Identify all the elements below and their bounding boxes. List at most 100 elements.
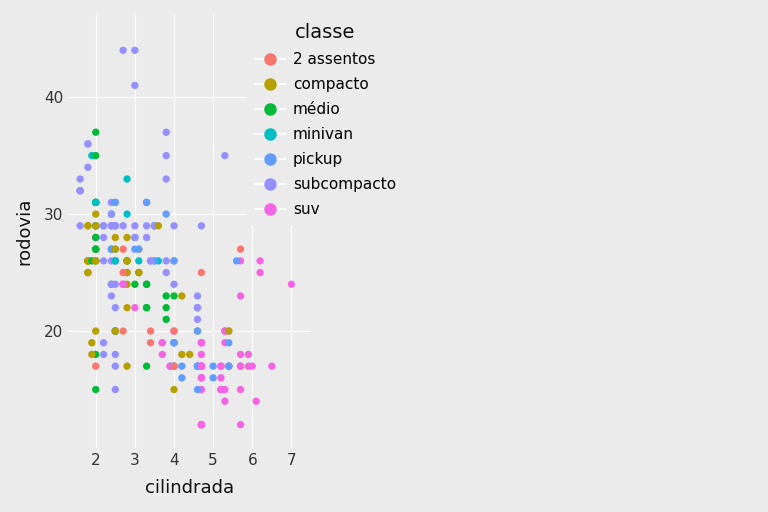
Point	[207, 374, 220, 382]
Point	[109, 257, 121, 265]
Point	[129, 280, 141, 288]
Point	[195, 362, 207, 370]
Point	[121, 257, 133, 265]
Point	[81, 222, 94, 230]
Point	[195, 362, 207, 370]
Point	[133, 268, 145, 276]
Point	[81, 163, 94, 172]
Point	[223, 362, 235, 370]
Point	[176, 350, 188, 358]
Point	[86, 257, 98, 265]
Point	[81, 257, 94, 265]
Point	[195, 374, 207, 382]
Point	[121, 362, 133, 370]
Point	[156, 338, 168, 347]
Point	[191, 327, 204, 335]
Point	[86, 350, 98, 358]
Point	[152, 222, 164, 230]
Point	[184, 350, 196, 358]
Point	[176, 292, 188, 300]
Point	[109, 350, 121, 358]
Point	[109, 327, 121, 335]
Point	[207, 362, 220, 370]
Point	[105, 245, 118, 253]
Point	[86, 152, 98, 160]
Point	[133, 268, 145, 276]
Point	[105, 245, 118, 253]
Point	[195, 338, 207, 347]
Point	[133, 245, 145, 253]
Point	[90, 222, 102, 230]
Point	[105, 257, 118, 265]
Point	[195, 362, 207, 370]
Point	[109, 327, 121, 335]
Point	[90, 233, 102, 242]
Point	[219, 397, 231, 406]
Point	[105, 198, 118, 206]
Point	[90, 327, 102, 335]
Point	[129, 222, 141, 230]
Point	[117, 222, 129, 230]
Point	[215, 386, 227, 394]
Point	[144, 257, 157, 265]
Point	[164, 362, 176, 370]
Point	[117, 327, 129, 335]
Point	[195, 386, 207, 394]
Point	[285, 280, 297, 288]
Point	[74, 222, 86, 230]
Point	[223, 362, 235, 370]
Point	[90, 257, 102, 265]
Point	[148, 257, 161, 265]
Point	[121, 257, 133, 265]
Point	[195, 420, 207, 429]
Point	[195, 338, 207, 347]
Point	[98, 222, 110, 230]
Point	[74, 186, 86, 195]
Point	[148, 257, 161, 265]
Point	[160, 304, 172, 312]
Point	[129, 245, 141, 253]
Point	[90, 257, 102, 265]
Point	[109, 198, 121, 206]
Point	[195, 338, 207, 347]
Point	[160, 210, 172, 218]
Point	[215, 362, 227, 370]
Point	[195, 420, 207, 429]
Point	[109, 362, 121, 370]
Point	[160, 257, 172, 265]
Point	[90, 198, 102, 206]
Point	[74, 186, 86, 195]
Point	[234, 257, 247, 265]
Point	[168, 280, 180, 288]
Point	[160, 315, 172, 324]
Point	[148, 222, 161, 230]
Point	[141, 362, 153, 370]
Point	[90, 257, 102, 265]
Point	[191, 362, 204, 370]
Point	[191, 362, 204, 370]
Point	[117, 245, 129, 253]
Point	[195, 268, 207, 276]
Point	[168, 338, 180, 347]
Point	[219, 152, 231, 160]
Point	[129, 81, 141, 90]
Point	[195, 222, 207, 230]
Point	[117, 280, 129, 288]
Y-axis label: rodovia: rodovia	[15, 198, 33, 265]
Point	[254, 268, 266, 276]
Point	[90, 233, 102, 242]
Point	[90, 362, 102, 370]
Point	[215, 386, 227, 394]
Point	[109, 222, 121, 230]
Point	[109, 257, 121, 265]
Point	[152, 257, 164, 265]
Point	[90, 257, 102, 265]
Point	[121, 280, 133, 288]
Point	[105, 280, 118, 288]
Point	[90, 198, 102, 206]
Point	[90, 152, 102, 160]
Point	[141, 198, 153, 206]
Point	[109, 327, 121, 335]
Point	[98, 350, 110, 358]
Point	[81, 257, 94, 265]
